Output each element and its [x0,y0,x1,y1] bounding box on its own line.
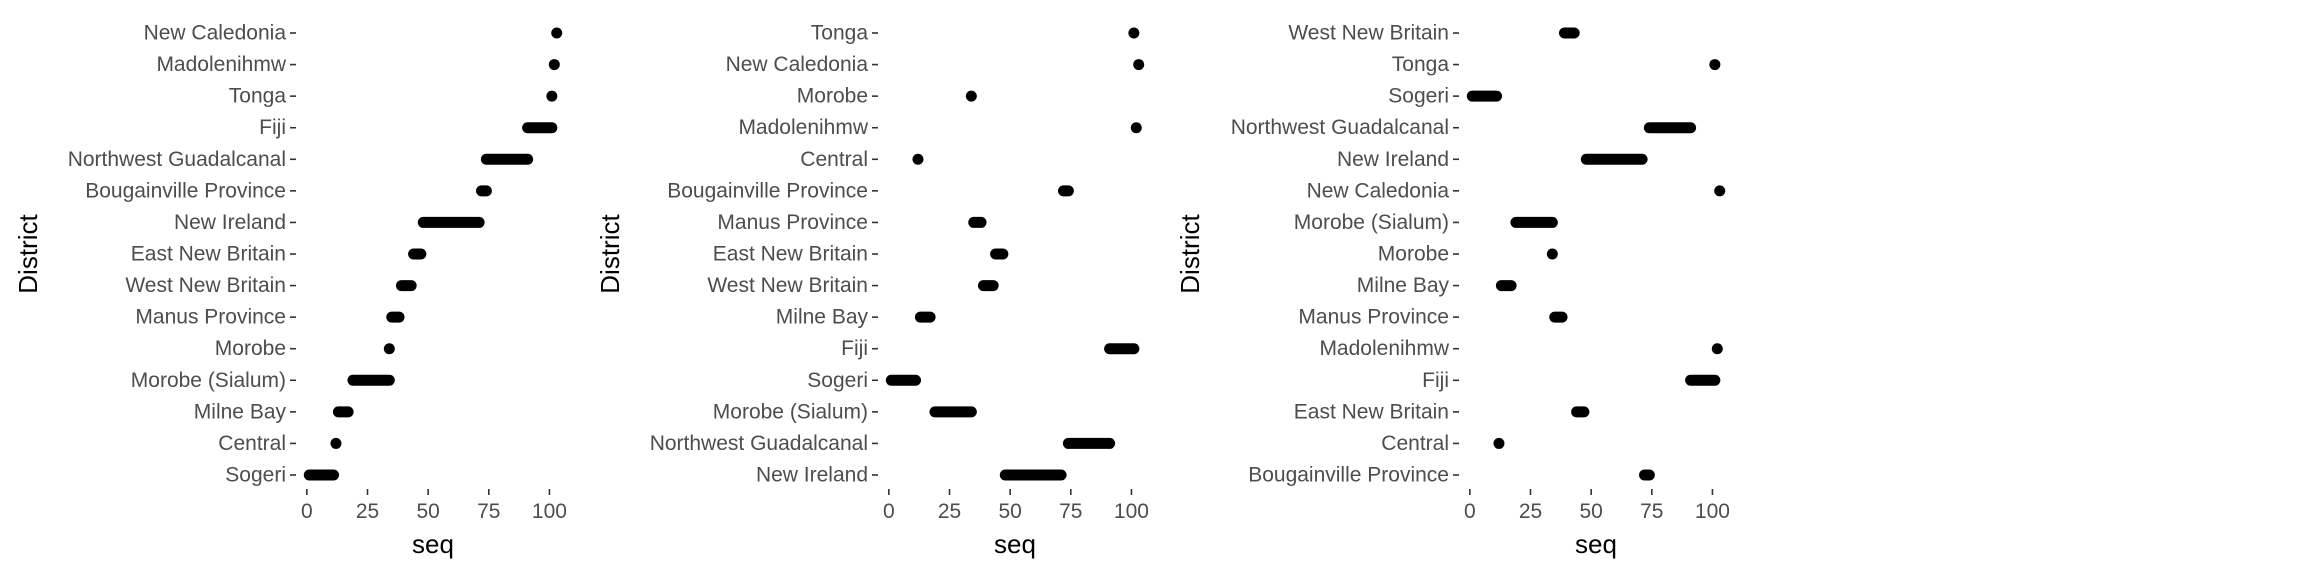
data-point [330,437,342,449]
x-tick-label: 100 [532,500,567,523]
data-point [1128,27,1140,39]
data-point [548,59,560,71]
y-axis-title: District [1175,214,1205,294]
y-tick-label: Bougainville Province [667,179,868,202]
y-tick-label: Northwest Guadalcanal [650,432,868,455]
y-tick-label: Morobe [797,85,868,108]
y-tick-label: West New Britain [1288,22,1449,45]
x-tick-label: 25 [356,500,379,523]
y-tick-label: Sogeri [1388,85,1449,108]
y-tick-label: Milne Bay [776,306,869,329]
y-tick-label: Milne Bay [1357,274,1450,297]
y-axis-title: District [595,214,625,294]
y-tick-label: Bougainville Province [1248,464,1449,487]
y-tick-label: Central [1381,432,1449,455]
y-tick-label: Milne Bay [194,400,287,423]
y-tick-label: West New Britain [707,274,868,297]
y-tick-label: Manus Province [717,211,868,234]
y-tick-label: Manus Province [1298,306,1449,329]
y-tick-label: New Ireland [756,464,868,487]
data-point [1133,59,1145,71]
x-tick-label: 100 [1695,500,1730,523]
y-tick-label: Northwest Guadalcanal [1231,116,1449,139]
data-point [1546,248,1558,260]
x-tick-label: 25 [1519,500,1542,523]
data-point [1711,343,1723,355]
y-tick-label: Morobe (Sialum) [131,369,286,392]
y-tick-label: Fiji [1422,369,1449,392]
y-tick-label: New Ireland [1337,148,1449,171]
data-point [1493,437,1505,449]
y-tick-label: Sogeri [225,464,286,487]
x-axis-title: seq [994,529,1036,559]
y-tick-label: Fiji [259,116,286,139]
data-point [1709,59,1721,71]
x-tick-label: 100 [1114,500,1149,523]
y-tick-label: Sogeri [807,369,868,392]
x-tick-label: 0 [1464,500,1476,523]
y-tick-label: Tonga [1392,53,1450,76]
y-tick-label: New Caledonia [726,53,869,76]
data-point [546,90,558,102]
x-axis-title: seq [412,529,454,559]
chart-panel-2: Tonga New Caledonia Morobe Madolenihmw Centr… [595,22,1149,560]
x-axis-title: seq [1575,529,1617,559]
chart-panel-1: New Caledonia Madolenihmw Tonga Fiji Northwe… [13,22,567,560]
x-tick-label: 0 [883,500,895,523]
y-tick-label: Central [800,148,868,171]
x-tick-label: 50 [416,500,439,523]
y-tick-label: Morobe [1378,243,1449,266]
data-point [1130,122,1142,134]
y-tick-label: Madolenihmw [156,53,286,76]
x-tick-label: 25 [938,500,961,523]
y-tick-label: West New Britain [125,274,286,297]
y-tick-label: Tonga [811,22,869,45]
y-tick-label: Madolenihmw [1319,337,1449,360]
x-tick-label: 75 [1640,500,1663,523]
y-tick-label: New Caledonia [144,22,287,45]
y-axis-title: District [13,214,43,294]
data-point [965,90,977,102]
y-tick-label: Central [218,432,286,455]
y-tick-label: Bougainville Province [85,179,286,202]
x-tick-label: 75 [477,500,500,523]
y-tick-label: East New Britain [713,243,868,266]
data-point [912,153,924,165]
y-tick-label: Tonga [229,85,287,108]
x-tick-label: 75 [1059,500,1082,523]
y-tick-label: Fiji [841,337,868,360]
chart-panel-3: West New Britain Tonga Sogeri Northwest Gua… [1175,22,1730,560]
y-tick-label: Manus Province [135,306,286,329]
y-tick-label: Morobe (Sialum) [713,400,868,423]
y-tick-label: Madolenihmw [738,116,868,139]
y-tick-label: East New Britain [131,243,286,266]
x-tick-label: 50 [998,500,1021,523]
y-tick-label: East New Britain [1294,400,1449,423]
data-point [1714,185,1726,197]
y-tick-label: Northwest Guadalcanal [68,148,286,171]
y-tick-label: Morobe [215,337,286,360]
x-tick-label: 0 [301,500,313,523]
y-tick-label: Morobe (Sialum) [1294,211,1449,234]
data-point [551,27,563,39]
y-tick-label: New Ireland [174,211,286,234]
y-tick-label: New Caledonia [1307,179,1450,202]
data-point [383,343,395,355]
x-tick-label: 50 [1579,500,1602,523]
